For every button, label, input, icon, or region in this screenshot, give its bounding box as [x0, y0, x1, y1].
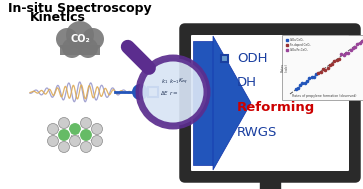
- Point: [350, 46, 356, 49]
- Text: $k_{-1}$: $k_{-1}$: [169, 77, 179, 86]
- Circle shape: [57, 129, 70, 142]
- Polygon shape: [220, 78, 228, 88]
- Text: CrOx/Fe-CeO₂: CrOx/Fe-CeO₂: [290, 48, 309, 52]
- Point: [359, 40, 363, 43]
- Polygon shape: [213, 36, 251, 170]
- Text: Reforming: Reforming: [237, 101, 315, 115]
- Point: [357, 42, 363, 45]
- Circle shape: [82, 28, 104, 50]
- Polygon shape: [217, 101, 231, 115]
- Circle shape: [58, 142, 69, 153]
- Circle shape: [78, 38, 98, 58]
- Point: [345, 51, 351, 54]
- Bar: [60, 45, 100, 55]
- Circle shape: [79, 129, 93, 142]
- Point: [313, 72, 319, 75]
- Point: [331, 59, 337, 62]
- Point: [293, 87, 298, 90]
- Text: $K_{eq}$: $K_{eq}$: [178, 77, 188, 87]
- Point: [299, 81, 305, 84]
- Text: $r=$: $r=$: [169, 89, 179, 97]
- Circle shape: [81, 142, 91, 153]
- Text: CO₂: CO₂: [70, 34, 90, 44]
- Bar: [260, 175, 280, 189]
- Circle shape: [91, 136, 102, 146]
- FancyBboxPatch shape: [191, 35, 349, 171]
- Circle shape: [91, 123, 102, 135]
- Point: [306, 76, 312, 79]
- Text: Kinetics: Kinetics: [30, 11, 86, 24]
- Circle shape: [48, 123, 58, 135]
- Point: [315, 72, 321, 75]
- Circle shape: [48, 136, 58, 146]
- Point: [297, 84, 303, 87]
- Circle shape: [132, 84, 148, 100]
- FancyBboxPatch shape: [181, 25, 359, 181]
- Circle shape: [58, 118, 69, 129]
- Text: $\Delta E$: $\Delta E$: [160, 89, 170, 97]
- Text: Fe-doped CeO₂: Fe-doped CeO₂: [290, 43, 310, 47]
- Point: [341, 53, 347, 56]
- Point: [325, 67, 330, 70]
- Point: [322, 69, 328, 72]
- Circle shape: [56, 28, 78, 50]
- Point: [320, 68, 326, 71]
- Point: [355, 42, 360, 45]
- Point: [311, 75, 317, 78]
- Point: [327, 64, 333, 67]
- Point: [318, 70, 324, 73]
- Circle shape: [69, 136, 81, 146]
- Point: [302, 81, 307, 84]
- Circle shape: [139, 58, 207, 126]
- Text: Rates
(calc): Rates (calc): [280, 63, 289, 72]
- Bar: [282, 35, 363, 100]
- Point: [352, 46, 358, 49]
- Text: RWGS: RWGS: [237, 126, 277, 139]
- Point: [348, 49, 354, 52]
- Text: In-situ Spectroscopy: In-situ Spectroscopy: [8, 2, 152, 15]
- Bar: [220, 54, 228, 61]
- Point: [329, 62, 335, 65]
- Text: Rates of propylene formation (observed): Rates of propylene formation (observed): [292, 94, 357, 98]
- Point: [309, 75, 314, 78]
- Circle shape: [62, 38, 82, 58]
- Point: [334, 59, 340, 62]
- Point: [343, 51, 349, 54]
- Text: DH: DH: [237, 77, 257, 90]
- Bar: [193, 41, 213, 165]
- Polygon shape: [220, 129, 228, 138]
- Circle shape: [69, 122, 82, 136]
- Point: [338, 53, 344, 56]
- Bar: [148, 87, 158, 97]
- Point: [295, 86, 301, 89]
- Point: [304, 80, 310, 83]
- Circle shape: [66, 21, 94, 49]
- Text: CrOx/CeO₂: CrOx/CeO₂: [290, 38, 305, 42]
- Point: [336, 58, 342, 61]
- Text: ODH: ODH: [237, 51, 268, 64]
- Text: $k_1$: $k_1$: [161, 77, 169, 86]
- Circle shape: [81, 118, 91, 129]
